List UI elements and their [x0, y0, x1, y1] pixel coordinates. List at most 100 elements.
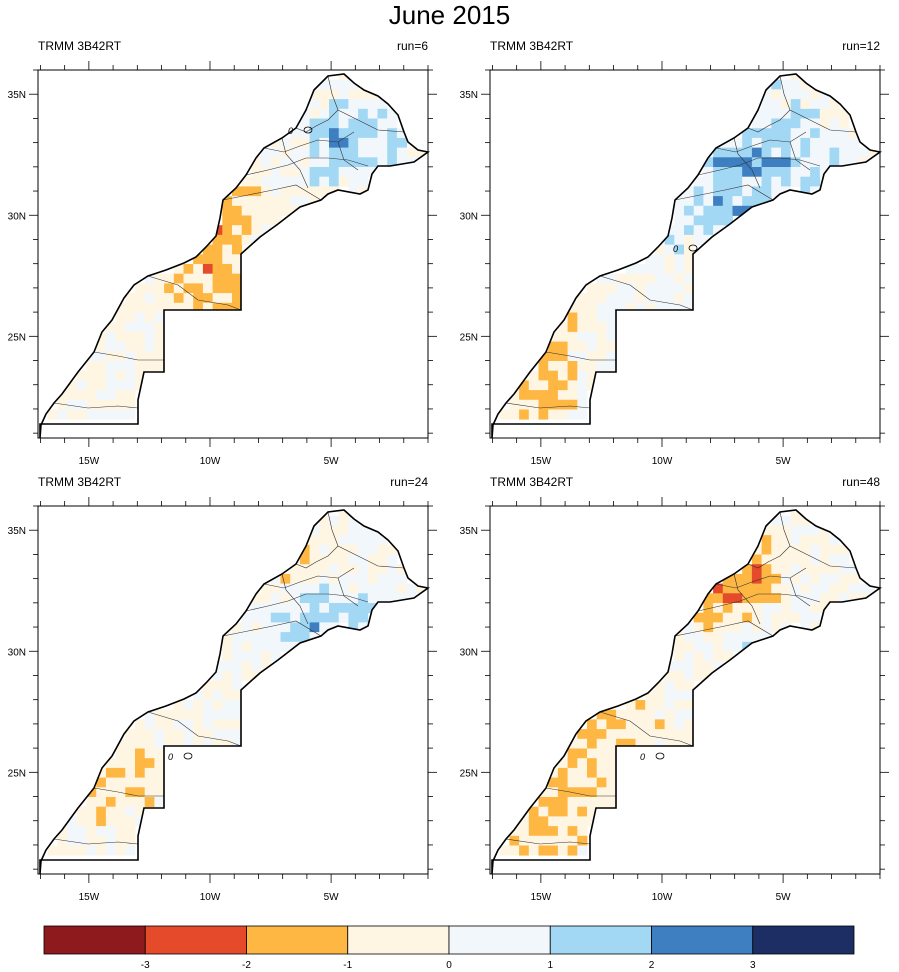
grid-cell — [674, 661, 685, 672]
grid-cell — [367, 118, 378, 129]
grid-cell — [819, 535, 830, 546]
grid-cell — [742, 612, 753, 623]
grid-cell — [319, 535, 330, 546]
grid-cell — [144, 341, 155, 352]
grid-cell — [742, 186, 753, 197]
grid-cell — [674, 700, 685, 711]
grid-cell — [810, 612, 821, 623]
grid-cell — [270, 147, 281, 158]
lat-tick-label: 25N — [8, 768, 26, 779]
grid-cell — [348, 137, 359, 148]
grid-cell — [367, 583, 378, 594]
province-boundary — [747, 109, 791, 133]
grid-cell — [567, 748, 578, 759]
grid-cell — [241, 641, 252, 652]
grid-cell — [222, 632, 233, 643]
grid-cell — [164, 273, 175, 284]
grid-cell — [790, 167, 801, 178]
colorbar-tick-label: 0 — [446, 960, 452, 971]
contour-label: 0 — [168, 752, 173, 762]
grid-cell — [154, 709, 165, 720]
grid-cell — [309, 612, 320, 623]
colorbar-swatch — [752, 925, 855, 955]
grid-cell — [261, 196, 272, 207]
grid-cell — [810, 137, 821, 148]
province-boundary — [779, 511, 857, 569]
grid-cell — [548, 380, 559, 391]
lon-tick-label: 5W — [324, 456, 340, 467]
grid-cell — [299, 593, 310, 604]
zero-contour — [183, 752, 193, 760]
colorbar-tick-label: 2 — [649, 960, 655, 971]
grid-cell — [732, 157, 743, 168]
grid-cell — [800, 583, 811, 594]
grid-cell — [338, 564, 349, 575]
grid-cell — [86, 806, 97, 817]
grid-cell — [587, 787, 598, 798]
grid-cell — [751, 147, 762, 158]
grid-cell — [713, 157, 724, 168]
grid-cell — [761, 186, 772, 197]
grid-cell — [154, 273, 165, 284]
grid-cell — [299, 137, 310, 148]
grid-cell — [674, 196, 685, 207]
grid-cell — [241, 215, 252, 226]
grid-cell — [538, 835, 549, 846]
grid-cell — [309, 603, 320, 614]
map-panel-run-12: TRMM 3B42RT run=12 0 15W 10W 5W 35N 30N 25N — [460, 39, 889, 467]
grid-cell — [329, 157, 340, 168]
grid-cell — [810, 622, 821, 633]
grid-cell — [57, 409, 68, 420]
grid-cell — [848, 147, 859, 158]
grid-cell — [115, 738, 126, 749]
grid-cell — [722, 147, 733, 158]
grid-cell — [587, 806, 598, 817]
grid-cell — [387, 554, 398, 565]
grid-cell — [309, 564, 320, 575]
grid-cell — [577, 845, 588, 856]
grid-cell — [693, 176, 704, 187]
grid-cell — [348, 186, 359, 197]
grid-cell — [338, 99, 349, 110]
grid-cell — [587, 331, 598, 342]
grid-cell — [751, 167, 762, 178]
grid-cell — [693, 632, 704, 643]
grid-cell — [270, 137, 281, 148]
grid-cell — [348, 89, 359, 100]
grid-cell — [57, 826, 68, 837]
grid-cell — [548, 826, 559, 837]
province-boundary — [295, 109, 339, 133]
grid-cell — [280, 186, 291, 197]
grid-cell — [154, 341, 165, 352]
grid-cell — [790, 603, 801, 614]
grid-cell — [367, 544, 378, 555]
grid-cell — [358, 622, 369, 633]
contour-label: 0 — [673, 244, 678, 254]
grid-cell — [790, 108, 801, 119]
grid-cell — [222, 729, 233, 740]
grid-cell — [222, 196, 233, 207]
grid-cell — [829, 535, 840, 546]
grid-cell — [212, 293, 223, 304]
grid-cell — [67, 816, 78, 827]
grid-cell — [154, 312, 165, 323]
grid-cell — [222, 700, 233, 711]
grid-cell — [509, 409, 520, 420]
grid-cell — [693, 196, 704, 207]
grid-cell — [848, 564, 859, 575]
grid-cell — [319, 583, 330, 594]
contour-label: 0 — [640, 752, 645, 762]
grid-cell — [76, 409, 87, 420]
grid-cell — [664, 738, 675, 749]
grid-cell — [587, 283, 598, 294]
grid-cell — [173, 273, 184, 284]
grid-cell — [329, 89, 340, 100]
grid-cell — [309, 593, 320, 604]
colorbar-tick-label: -3 — [141, 960, 150, 971]
grid-cell — [829, 564, 840, 575]
grid-cell — [616, 709, 627, 720]
grid-cell — [790, 128, 801, 139]
grid-cell — [829, 554, 840, 565]
grid-cell — [596, 283, 607, 294]
grid-cell — [212, 729, 223, 740]
